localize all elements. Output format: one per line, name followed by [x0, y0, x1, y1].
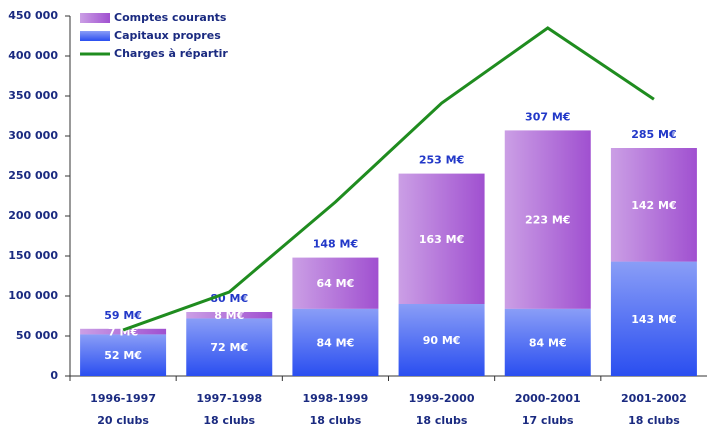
x-tick-sublabel: 18 clubs [310, 414, 362, 427]
total-label: 80 M€ [210, 292, 248, 305]
bar-segment [186, 318, 273, 376]
x-tick-label: 1996-1997 [90, 392, 156, 405]
y-tick-label: 350 000 [8, 89, 58, 102]
x-tick-label: 2001-2002 [621, 392, 687, 405]
value-label: 223 M€ [525, 214, 570, 227]
legend-label: Capitaux propres [114, 29, 221, 42]
value-label: 142 M€ [631, 199, 676, 212]
y-tick-label: 450 000 [8, 9, 58, 22]
y-tick-label: 250 000 [8, 169, 58, 182]
x-tick-label: 1997-1998 [196, 392, 262, 405]
line [122, 26, 655, 332]
legend-swatch [80, 13, 110, 23]
total-label: 148 M€ [313, 238, 358, 251]
y-tick-label: 300 000 [8, 129, 58, 142]
y-tick-label: 200 000 [8, 209, 58, 222]
bar-segment [292, 308, 379, 376]
bar-segment [186, 312, 273, 319]
total-label: 285 M€ [631, 128, 676, 141]
bar-segment [610, 261, 697, 376]
x-tick-sublabel: 18 clubs [203, 414, 255, 427]
legend-swatch [80, 31, 110, 41]
value-label: 64 M€ [317, 277, 355, 290]
value-label: 84 M€ [317, 336, 355, 349]
value-label: 52 M€ [104, 349, 142, 362]
legend-label: Comptes courants [114, 11, 227, 24]
bar-segment [80, 334, 167, 376]
bar-segment [398, 304, 485, 376]
x-tick-label: 1999-2000 [409, 392, 475, 405]
bar-segment [398, 173, 485, 304]
legend-label: Charges à répartir [114, 47, 228, 60]
x-tick-sublabel: 18 clubs [416, 414, 468, 427]
bar-segment [292, 257, 379, 309]
value-label: 72 M€ [210, 341, 248, 354]
y-tick-label: 0 [50, 369, 58, 382]
total-label: 307 M€ [525, 110, 570, 123]
x-tick-sublabel: 18 clubs [628, 414, 680, 427]
x-tick-label: 2000-2001 [515, 392, 581, 405]
total-label: 59 M€ [104, 309, 142, 322]
value-label: 163 M€ [419, 233, 464, 246]
y-tick-label: 400 000 [8, 49, 58, 62]
x-tick-sublabel: 20 clubs [97, 414, 149, 427]
y-tick-label: 50 000 [16, 329, 58, 342]
x-tick-label: 1998-1999 [303, 392, 369, 405]
value-label: 90 M€ [423, 334, 461, 347]
bar-segment [610, 148, 697, 262]
y-tick-label: 150 000 [8, 249, 58, 262]
x-tick-sublabel: 17 clubs [522, 414, 574, 427]
value-label: 84 M€ [529, 336, 567, 349]
value-label: 143 M€ [631, 313, 676, 326]
bar-segment [80, 328, 167, 335]
value-label: 8 M€ [214, 309, 244, 322]
bar-segment [504, 308, 591, 376]
total-label: 253 M€ [419, 154, 464, 167]
y-tick-label: 100 000 [8, 289, 58, 302]
bar-segment [504, 130, 591, 309]
